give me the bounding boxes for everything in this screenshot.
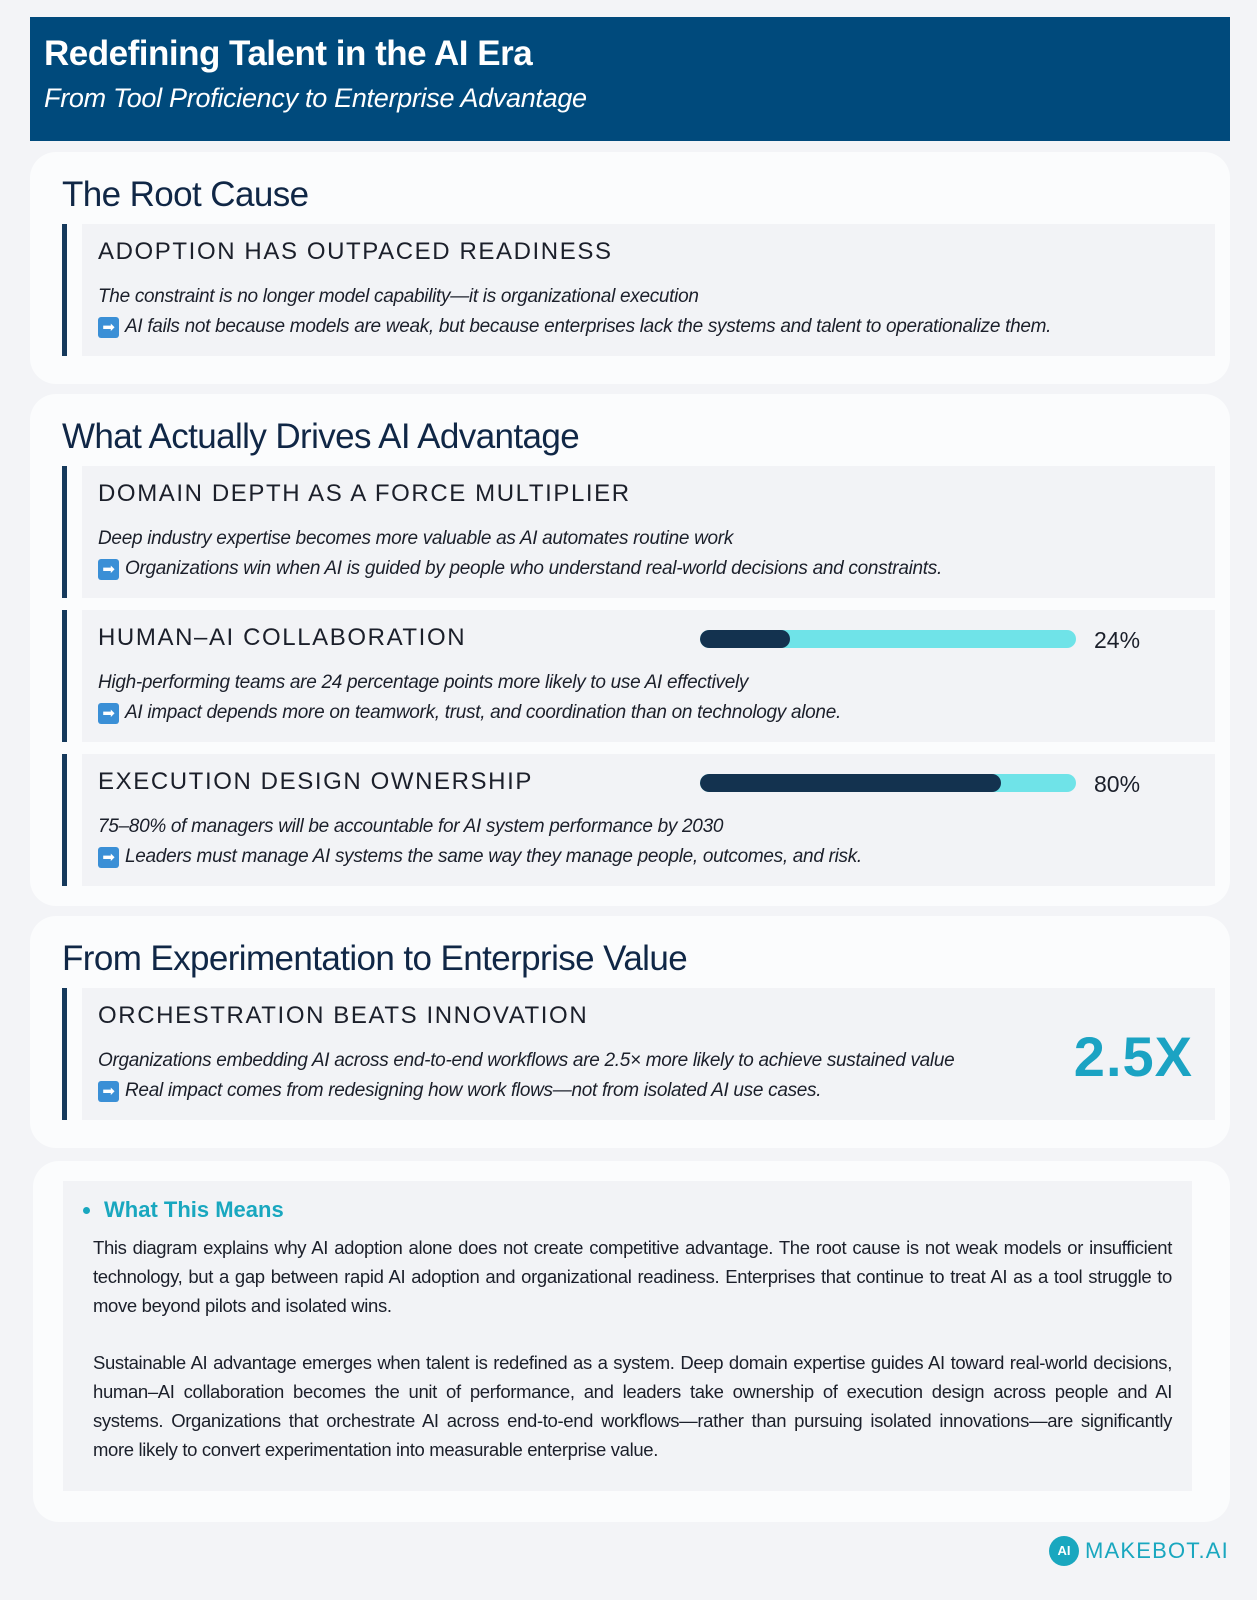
arrow-right-icon: ➡: [98, 702, 119, 724]
item-note: ➡ AI impact depends more on teamwork, tr…: [98, 702, 1215, 724]
arrow-right-icon: ➡: [98, 1080, 119, 1102]
driver-item-collaboration: HUMAN–AI COLLABORATION 24% High-performi…: [62, 610, 1215, 742]
brand-logo: AI MAKEBOT.AI: [1048, 1536, 1229, 1566]
item-subtext: 75–80% of managers will be accountable f…: [98, 816, 724, 837]
item-title: EXECUTION DESIGN OWNERSHIP: [98, 768, 533, 795]
item-note: ➡ Real impact comes from redesigning how…: [98, 1080, 1215, 1102]
arrow-right-icon: ➡: [98, 558, 119, 580]
section-heading: The Root Cause: [62, 175, 309, 214]
means-paragraph: This diagram explains why AI adoption al…: [93, 1237, 1172, 1316]
progress-label: 80%: [1094, 771, 1141, 797]
means-card: What This Means This diagram explains wh…: [33, 1161, 1230, 1522]
page-header: Redefining Talent in the AI Era From Too…: [30, 17, 1230, 141]
item-note-text: Leaders must manage AI systems the same …: [125, 846, 862, 867]
section-heading: From Experimentation to Enterprise Value: [62, 939, 688, 978]
item-title: ORCHESTRATION BEATS INNOVATION: [98, 1002, 589, 1029]
item-title: DOMAIN DEPTH AS A FORCE MULTIPLIER: [98, 480, 631, 507]
item-note: ➡ AI fails not because models are weak, …: [98, 316, 1215, 338]
driver-item-domain-depth: DOMAIN DEPTH AS A FORCE MULTIPLIER Deep …: [62, 466, 1215, 598]
item-title: ADOPTION HAS OUTPACED READINESS: [98, 238, 613, 265]
item-note-text: AI impact depends more on teamwork, trus…: [125, 702, 841, 723]
root-cause-item: ADOPTION HAS OUTPACED READINESS The cons…: [62, 224, 1215, 356]
progress-label: 24%: [1094, 627, 1141, 653]
means-title-text: What This Means: [104, 1197, 284, 1222]
progress-bar: [700, 774, 1076, 792]
value-item: ORCHESTRATION BEATS INNOVATION 2.5X Orga…: [62, 988, 1215, 1120]
makebot-logo-icon: AI: [1048, 1536, 1079, 1566]
arrow-right-icon: ➡: [98, 846, 119, 868]
item-title: HUMAN–AI COLLABORATION: [98, 624, 467, 651]
driver-item-execution-design: EXECUTION DESIGN OWNERSHIP 80% 75–80% of…: [62, 754, 1215, 886]
item-note-text: AI fails not because models are weak, bu…: [125, 316, 1052, 337]
item-subtext: The constraint is no longer model capabi…: [98, 286, 699, 307]
item-note-text: Real impact comes from redesigning how w…: [125, 1080, 822, 1101]
arrow-right-icon: ➡: [98, 316, 119, 338]
progress-bar: [700, 630, 1076, 648]
stat-value: 2.5X: [1073, 1025, 1193, 1088]
means-title: What This Means: [83, 1197, 1172, 1223]
means-panel: What This Means This diagram explains wh…: [63, 1181, 1192, 1491]
progress-bar-fill: [700, 774, 1001, 792]
page-title: Redefining Talent in the AI Era: [44, 34, 533, 73]
item-subtext: Deep industry expertise becomes more val…: [98, 528, 734, 549]
progress-bar-fill: [700, 630, 791, 648]
item-note: ➡ Organizations win when AI is guided by…: [98, 558, 1215, 580]
section-heading: What Actually Drives AI Advantage: [62, 417, 580, 456]
item-note: ➡ Leaders must manage AI systems the sam…: [98, 846, 1215, 868]
drivers-card: What Actually Drives AI Advantage DOMAIN…: [30, 394, 1230, 906]
root-cause-card: The Root Cause ADOPTION HAS OUTPACED REA…: [30, 152, 1230, 384]
brand-name: MAKEBOT.AI: [1084, 1538, 1229, 1563]
item-note-text: Organizations win when AI is guided by p…: [125, 558, 942, 579]
value-card: From Experimentation to Enterprise Value…: [30, 916, 1230, 1148]
item-subtext: Organizations embedding AI across end-to…: [98, 1050, 955, 1071]
page-subtitle: From Tool Proficiency to Enterprise Adva…: [44, 83, 587, 113]
bullet-icon: [83, 1206, 90, 1214]
item-subtext: High-performing teams are 24 percentage …: [98, 672, 749, 693]
means-paragraph: Sustainable AI advantage emerges when ta…: [93, 1352, 1172, 1460]
